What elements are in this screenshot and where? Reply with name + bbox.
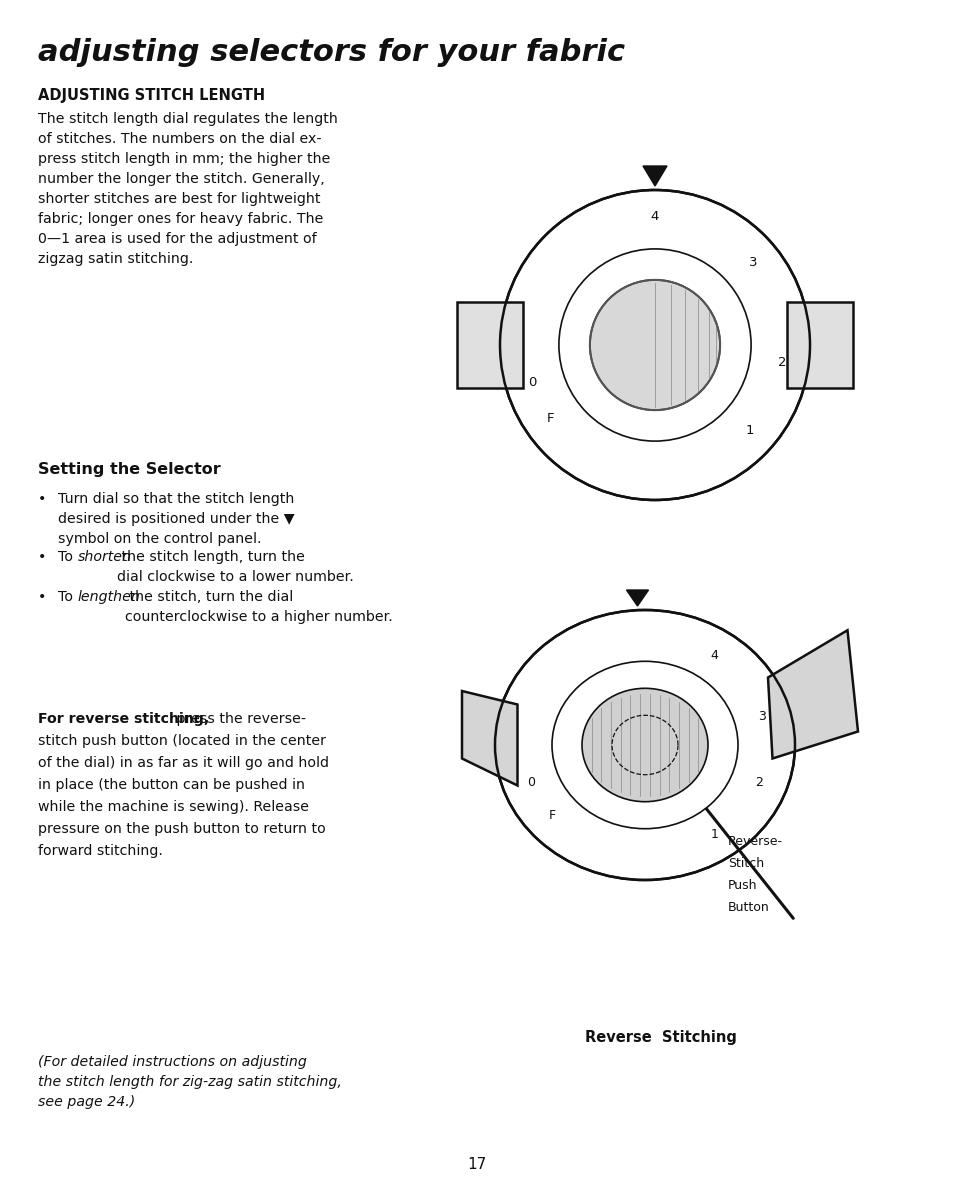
- Text: 0: 0: [528, 376, 537, 389]
- Text: 1: 1: [745, 424, 754, 437]
- Text: For reverse stitching,: For reverse stitching,: [38, 712, 209, 726]
- Circle shape: [558, 248, 750, 442]
- Text: in place (the button can be pushed in: in place (the button can be pushed in: [38, 778, 305, 792]
- Text: Stitch: Stitch: [727, 857, 763, 870]
- Text: F: F: [546, 412, 554, 425]
- Text: (For detailed instructions on adjusting
the stitch length for zig-zag satin stit: (For detailed instructions on adjusting …: [38, 1055, 341, 1109]
- Polygon shape: [461, 691, 517, 786]
- Text: of the dial) in as far as it will go and hold: of the dial) in as far as it will go and…: [38, 756, 329, 770]
- Text: •: •: [38, 492, 47, 506]
- Polygon shape: [767, 630, 857, 758]
- Text: forward stitching.: forward stitching.: [38, 844, 163, 858]
- Text: 1: 1: [710, 828, 718, 841]
- Bar: [456, 301, 522, 389]
- Text: 4: 4: [650, 210, 659, 223]
- Text: Turn dial so that the stitch length
desired is positioned under the ▼
symbol on : Turn dial so that the stitch length desi…: [58, 492, 294, 546]
- Text: stitch push button (located in the center: stitch push button (located in the cente…: [38, 734, 326, 748]
- Text: the stitch, turn the dial
counterclockwise to a higher number.: the stitch, turn the dial counterclockwi…: [125, 590, 393, 624]
- Text: To: To: [58, 590, 77, 604]
- Text: the stitch length, turn the
dial clockwise to a lower number.: the stitch length, turn the dial clockwi…: [117, 550, 354, 584]
- Text: adjusting selectors for your fabric: adjusting selectors for your fabric: [38, 38, 624, 67]
- Text: F: F: [548, 809, 555, 822]
- Bar: [786, 301, 853, 389]
- Text: shorten: shorten: [78, 550, 132, 564]
- Text: 0: 0: [526, 776, 535, 788]
- Text: 2: 2: [777, 356, 785, 370]
- Text: ADJUSTING STITCH LENGTH: ADJUSTING STITCH LENGTH: [38, 88, 265, 103]
- Text: Setting the Selector: Setting the Selector: [38, 462, 220, 476]
- Text: while the machine is sewing). Release: while the machine is sewing). Release: [38, 800, 309, 814]
- Circle shape: [589, 280, 720, 410]
- Text: The stitch length dial regulates the length
of stitches. The numbers on the dial: The stitch length dial regulates the len…: [38, 112, 337, 266]
- Text: lengthen: lengthen: [78, 590, 141, 604]
- Text: 3: 3: [748, 256, 757, 269]
- Text: 3: 3: [758, 710, 765, 724]
- Circle shape: [499, 190, 809, 500]
- Text: pressure on the push button to return to: pressure on the push button to return to: [38, 822, 325, 836]
- Text: To: To: [58, 550, 77, 564]
- Ellipse shape: [581, 689, 707, 802]
- Text: •: •: [38, 550, 47, 564]
- Polygon shape: [626, 590, 648, 606]
- Polygon shape: [642, 166, 666, 186]
- Text: 4: 4: [710, 649, 718, 662]
- Text: Reverse  Stitching: Reverse Stitching: [584, 1030, 736, 1045]
- Text: Push: Push: [727, 878, 757, 892]
- Text: Reverse-: Reverse-: [727, 835, 782, 848]
- Text: 2: 2: [755, 776, 762, 788]
- Ellipse shape: [552, 661, 738, 829]
- Ellipse shape: [495, 610, 794, 880]
- Text: 17: 17: [467, 1157, 486, 1172]
- Text: Button: Button: [727, 901, 769, 914]
- Text: •: •: [38, 590, 47, 604]
- Text: press the reverse-: press the reverse-: [172, 712, 306, 726]
